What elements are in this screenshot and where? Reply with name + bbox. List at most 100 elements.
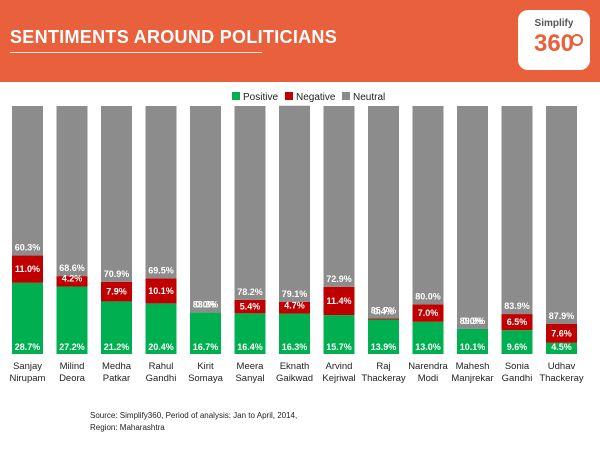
logo-text: Simplify (534, 18, 574, 29)
bar-negative-2 (101, 281, 132, 302)
legend-swatch-neutral (342, 92, 350, 100)
data-label-negative-12: 7.6% (551, 328, 572, 338)
category-label-5-1: Sanyal (235, 373, 264, 384)
data-label-negative-7: 11.4% (326, 296, 351, 306)
data-label-negative-5: 5.4% (240, 302, 261, 312)
category-label-6-0: Eknath (280, 361, 310, 372)
data-label-neutral-3: 69.5% (148, 265, 174, 275)
legend-label-negative: Negative (296, 92, 336, 103)
data-label-neutral-11: 83.9% (504, 301, 530, 311)
data-label-positive-12: 4.5% (551, 342, 572, 352)
data-label-neutral-6: 79.1% (282, 289, 308, 299)
bar-neutral-12 (546, 106, 577, 324)
data-label-negative-6: 4.7% (284, 301, 305, 311)
data-label-negative-1: 4.2% (62, 274, 83, 284)
category-label-1-0: Milind (60, 361, 85, 372)
category-label-11-1: Gandhi (502, 373, 533, 384)
bar-positive-11 (501, 330, 533, 354)
bar-positive-4 (190, 312, 221, 354)
data-label-positive-1: 27.2% (59, 342, 85, 352)
header-banner (0, 0, 600, 82)
data-label-negative-11: 6.5% (507, 317, 528, 327)
bar-neutral-0 (12, 106, 43, 256)
data-label-positive-2: 21.2% (104, 342, 130, 352)
category-label-0-1: Nirupam (10, 373, 46, 384)
category-label-10-1: Manjrekar (451, 373, 493, 384)
data-label-neutral-8: 85.7% (371, 306, 397, 316)
bar-negative-0 (12, 255, 43, 283)
bar-positive-9 (412, 321, 444, 354)
bar-negative-9 (412, 304, 444, 322)
data-label-positive-8: 13.9% (371, 342, 397, 352)
bar-neutral-5 (234, 106, 266, 300)
legend-swatch-negative (285, 92, 293, 100)
bar-positive-8 (368, 319, 399, 354)
category-label-7-1: Kejriwal (322, 373, 355, 384)
bar-negative-3 (145, 278, 177, 304)
bar-neutral-10 (457, 106, 488, 329)
bar-neutral-11 (501, 106, 533, 315)
data-label-negative-3: 10.1% (148, 286, 174, 296)
data-label-negative-8: 0.4% (373, 307, 394, 317)
bar-positive-2 (101, 301, 132, 354)
bar-positive-7 (323, 315, 355, 354)
data-label-positive-3: 20.4% (148, 342, 174, 352)
data-label-positive-7: 15.7% (326, 342, 352, 352)
bar-positive-0 (12, 282, 43, 354)
data-label-neutral-7: 72.9% (326, 274, 352, 284)
bar-positive-1 (56, 286, 88, 354)
bar-negative-12 (546, 323, 577, 343)
data-label-negative-4: 0.0% (195, 300, 216, 310)
data-label-positive-10: 10.1% (460, 342, 486, 352)
data-label-neutral-4: 83.3% (193, 300, 219, 310)
category-label-9-0: Narendra (408, 361, 448, 372)
bar-negative-6 (279, 301, 310, 314)
region-note: Region: Maharashtra (90, 423, 165, 432)
stacked-bar-chart: Positive Negative Neutral 28.7% 11.0% 60.3% Sa… (10, 92, 584, 384)
category-label-5-0: Meera (237, 361, 265, 372)
bar-positive-6 (279, 313, 310, 354)
source-note: Source: Simplify360, Period of analysis:… (90, 411, 298, 420)
category-label-2-0: Medha (102, 361, 132, 372)
category-label-1-1: Deora (59, 373, 86, 384)
bar-neutral-8 (368, 106, 399, 319)
data-label-positive-0: 28.7% (15, 342, 41, 352)
category-label-4-0: Kirit (197, 361, 214, 372)
data-label-neutral-10: 89.9% (460, 316, 486, 326)
category-label-8-1: Thackeray (361, 373, 406, 384)
bar-positive-12 (546, 342, 577, 354)
chart-footer: Source: Simplify360, Period of analysis:… (90, 410, 297, 434)
category-label-7-0: Arvind (326, 361, 353, 372)
data-label-neutral-9: 80.0% (415, 291, 441, 301)
data-label-neutral-1: 68.6% (59, 263, 85, 273)
bar-negative-7 (323, 286, 355, 316)
legend-label-neutral: Neutral (353, 92, 385, 103)
category-label-2-1: Patkar (103, 373, 130, 384)
bar-neutral-2 (101, 106, 132, 282)
legend-swatch-positive (232, 92, 240, 100)
category-label-8-0: Raj (376, 361, 390, 372)
bar-positive-5 (234, 313, 266, 354)
logo-number: 360 (533, 30, 575, 57)
brand-logo: Simplify 360 (518, 10, 590, 70)
data-label-positive-5: 16.4% (237, 342, 263, 352)
category-label-3-1: Gandhi (146, 373, 177, 384)
data-label-positive-4: 16.7% (193, 342, 219, 352)
data-label-positive-6: 16.3% (282, 342, 308, 352)
category-label-11-0: Sonia (505, 361, 530, 372)
logo-degree-icon (571, 34, 583, 46)
category-label-6-1: Gaikwad (276, 373, 313, 384)
bar-neutral-1 (56, 106, 88, 277)
bar-neutral-7 (323, 106, 355, 287)
bar-neutral-6 (279, 105, 310, 302)
category-label-10-0: Mahesh (456, 361, 490, 372)
category-label-12-1: Thackeray (539, 373, 584, 384)
data-label-positive-9: 13.0% (415, 342, 441, 352)
bar-negative-1 (56, 276, 88, 287)
page-title: SENTIMENTS AROUND POLITICIANS (10, 27, 338, 47)
data-label-negative-2: 7.9% (106, 287, 127, 297)
bar-negative-5 (234, 299, 266, 314)
category-label-12-0: Udhav (548, 361, 576, 372)
bar-positive-10 (457, 328, 488, 354)
legend-label-positive: Positive (243, 92, 278, 103)
